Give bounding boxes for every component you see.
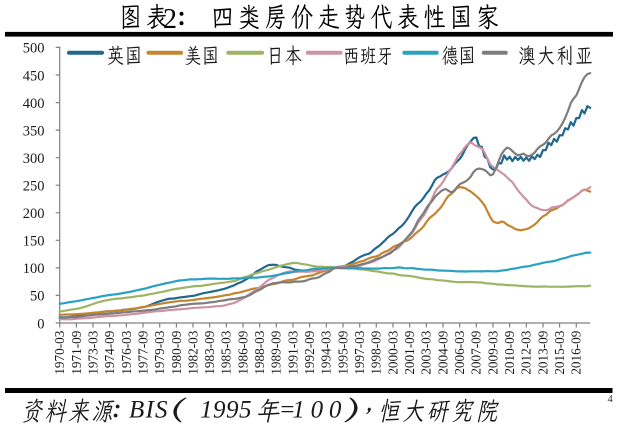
svg-text:1979-03: 1979-03 xyxy=(152,330,167,374)
svg-text:400: 400 xyxy=(23,96,45,112)
svg-text:1977-09: 1977-09 xyxy=(135,330,150,374)
svg-text:1980-09: 1980-09 xyxy=(169,330,184,374)
svg-text:450: 450 xyxy=(23,68,45,84)
svg-text:2000-03: 2000-03 xyxy=(385,330,400,374)
svg-text:2016-09: 2016-09 xyxy=(569,330,584,374)
svg-text:350: 350 xyxy=(23,123,45,139)
svg-text:1986-09: 1986-09 xyxy=(235,330,250,374)
svg-text:2004-09: 2004-09 xyxy=(435,330,450,374)
svg-text:1971-09: 1971-09 xyxy=(69,330,84,374)
svg-text:1973-03: 1973-03 xyxy=(85,330,100,374)
svg-text:500: 500 xyxy=(23,41,45,57)
svg-text:0: 0 xyxy=(37,316,44,332)
svg-text:1994-03: 1994-03 xyxy=(319,330,334,374)
svg-text:250: 250 xyxy=(23,179,45,195)
svg-text:1998-09: 1998-09 xyxy=(369,330,384,374)
svg-text:2003-03: 2003-03 xyxy=(419,330,434,374)
svg-text:50: 50 xyxy=(30,289,45,305)
svg-text:1970-03: 1970-03 xyxy=(52,330,67,374)
svg-text:1995: 1995 xyxy=(200,397,252,424)
svg-text:300: 300 xyxy=(23,151,45,167)
svg-text:100: 100 xyxy=(23,261,45,277)
svg-text:1995-09: 1995-09 xyxy=(335,330,350,374)
svg-text:100: 100 xyxy=(292,397,347,424)
svg-text:150: 150 xyxy=(23,234,45,250)
svg-text:1974-09: 1974-09 xyxy=(102,330,117,374)
svg-text:2009-03: 2009-03 xyxy=(485,330,500,374)
svg-text:2001-09: 2001-09 xyxy=(402,330,417,374)
svg-text:=: = xyxy=(279,397,296,424)
svg-text:2012-03: 2012-03 xyxy=(519,330,534,374)
svg-text:1991-03: 1991-03 xyxy=(285,330,300,374)
svg-text:2010-09: 2010-09 xyxy=(502,330,517,374)
svg-text:1976-03: 1976-03 xyxy=(119,330,134,374)
svg-text:2006-03: 2006-03 xyxy=(452,330,467,374)
svg-text:2: 2 xyxy=(163,4,177,35)
svg-text:200: 200 xyxy=(23,206,45,222)
svg-text:1992-09: 1992-09 xyxy=(302,330,317,374)
svg-text:1982-03: 1982-03 xyxy=(185,330,200,374)
svg-text:4: 4 xyxy=(608,394,614,405)
svg-text:1997-03: 1997-03 xyxy=(352,330,367,374)
svg-text:2013-09: 2013-09 xyxy=(535,330,550,374)
svg-text:1989-09: 1989-09 xyxy=(269,330,284,374)
svg-text:1983-09: 1983-09 xyxy=(202,330,217,374)
svg-text:1988-03: 1988-03 xyxy=(252,330,267,374)
svg-text:1985-03: 1985-03 xyxy=(219,330,234,374)
svg-text:2015-03: 2015-03 xyxy=(552,330,567,374)
svg-text:2007-09: 2007-09 xyxy=(469,330,484,374)
svg-text:BIS: BIS xyxy=(129,397,169,424)
